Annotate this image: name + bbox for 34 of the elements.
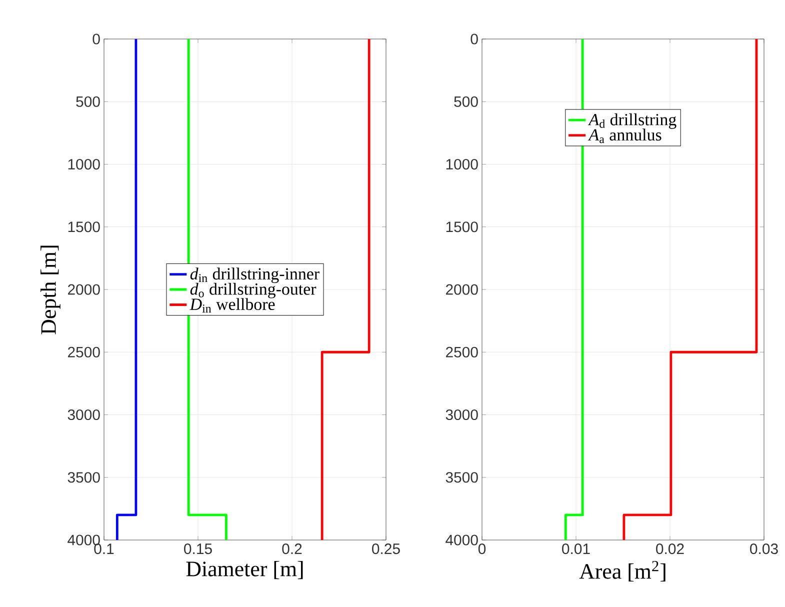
y-axis-title: Depth [m]	[40, 246, 60, 334]
y-tick-label: 4000	[68, 534, 100, 546]
y-tick-label: 0	[92, 34, 100, 44]
y-tick-label: 1500	[68, 222, 100, 232]
legend-label: D$_{in}$ wellbore	[190, 298, 275, 312]
y-tick-label: 2500	[68, 346, 100, 358]
x-tick-label: 0	[478, 544, 486, 554]
y-tick-label: 1000	[68, 158, 100, 170]
x-tick-label: 0.01	[562, 544, 590, 554]
y-tick-label: 2000	[446, 284, 478, 295]
y-tick-label: 2000	[68, 284, 100, 295]
y-tick-label: 1500	[446, 222, 478, 232]
legend-label: d$_{in}$ drillstring-inner	[190, 268, 320, 284]
x-axis-title: Area [m$^{2}$]	[579, 560, 666, 582]
legend-label: A$_{d}$ drillstring	[588, 113, 676, 129]
x-axis-title: Diameter [m]	[186, 560, 303, 580]
x-tick-label: 0.2	[282, 544, 302, 554]
x-tick-label: 0.02	[656, 544, 684, 554]
x-tick-label: 0.03	[750, 544, 778, 554]
y-tick-label: 500	[454, 96, 478, 107]
y-tick-label: 3000	[68, 409, 100, 420]
x-tick-label: 0.1	[94, 544, 114, 554]
y-tick-label: 500	[76, 96, 100, 107]
y-tick-label: 4000	[446, 534, 478, 546]
x-tick-label: 0.25	[372, 544, 400, 554]
x-tick-label: 0.15	[184, 544, 212, 554]
y-tick-label: 3500	[68, 472, 100, 483]
y-tick-label: 3000	[446, 409, 478, 420]
legend-label: A$_{a}$ annulus	[588, 128, 662, 144]
legend-label: d$_{o}$ drillstring-outer	[190, 282, 316, 298]
y-tick-label: 1000	[446, 158, 478, 170]
y-tick-label: 3500	[446, 472, 478, 483]
y-tick-label: 2500	[446, 346, 478, 358]
y-tick-label: 0	[470, 34, 478, 44]
